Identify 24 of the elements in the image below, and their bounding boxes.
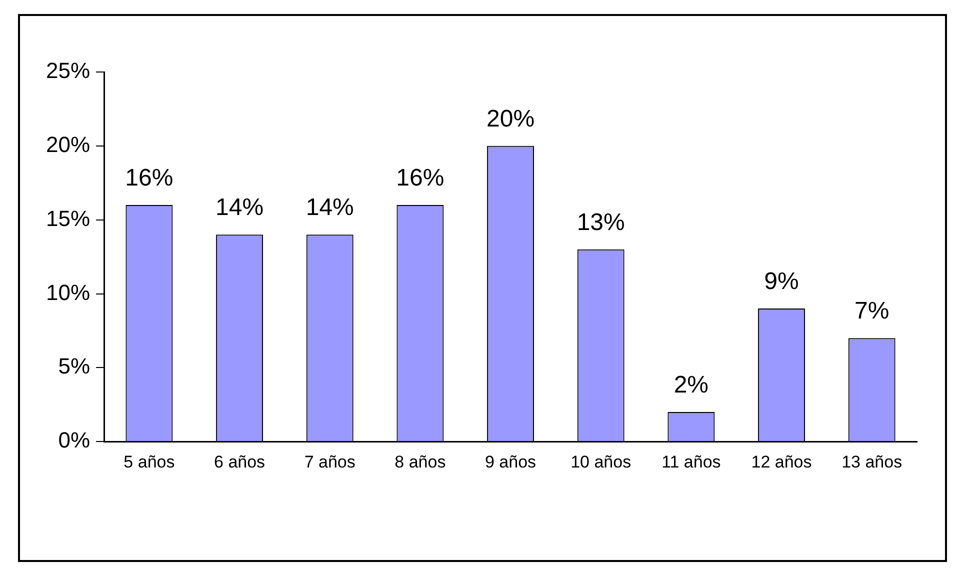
y-tick-label: 25% <box>46 58 90 84</box>
x-tick-label: 7 años <box>304 452 356 472</box>
y-tick-label: 10% <box>46 280 90 305</box>
x-tick-label: 5 años <box>124 452 175 472</box>
x-tick-label: 9 años <box>484 452 536 472</box>
data-label: 16% <box>396 164 444 192</box>
data-label: 14% <box>216 194 264 222</box>
data-label: 9% <box>764 268 799 296</box>
x-tick-label: 13 años <box>842 452 902 472</box>
x-tick-label: 10 años <box>570 452 632 472</box>
x-tick-label: 12 años <box>751 452 812 472</box>
x-tick-label: 8 años <box>394 452 446 472</box>
data-label: 2% <box>674 372 709 399</box>
x-tick-label: 6 años <box>214 452 266 472</box>
y-tick-label: 15% <box>46 206 90 231</box>
y-tick-label: 5% <box>58 354 90 379</box>
data-label: 7% <box>854 298 890 325</box>
data-label: 14% <box>306 194 354 222</box>
data-label: 20% <box>486 106 535 133</box>
x-tick-label: 11 años <box>662 452 721 472</box>
y-tick-label: 0% <box>58 428 90 453</box>
y-tick-label: 20% <box>46 132 90 157</box>
data-label: 13% <box>576 209 625 236</box>
data-label: 16% <box>125 164 174 192</box>
